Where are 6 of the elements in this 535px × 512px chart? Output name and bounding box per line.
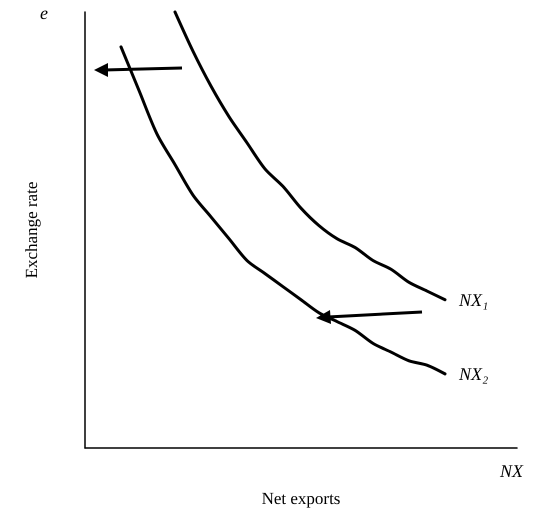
x-axis-title: Net exports [262, 489, 340, 508]
text: NX [499, 461, 524, 481]
text: e [40, 3, 48, 23]
y-axis-title: Exchange rate [22, 182, 41, 278]
series-label: NX₂ [458, 364, 488, 384]
series-label: NX₁ [458, 290, 488, 310]
